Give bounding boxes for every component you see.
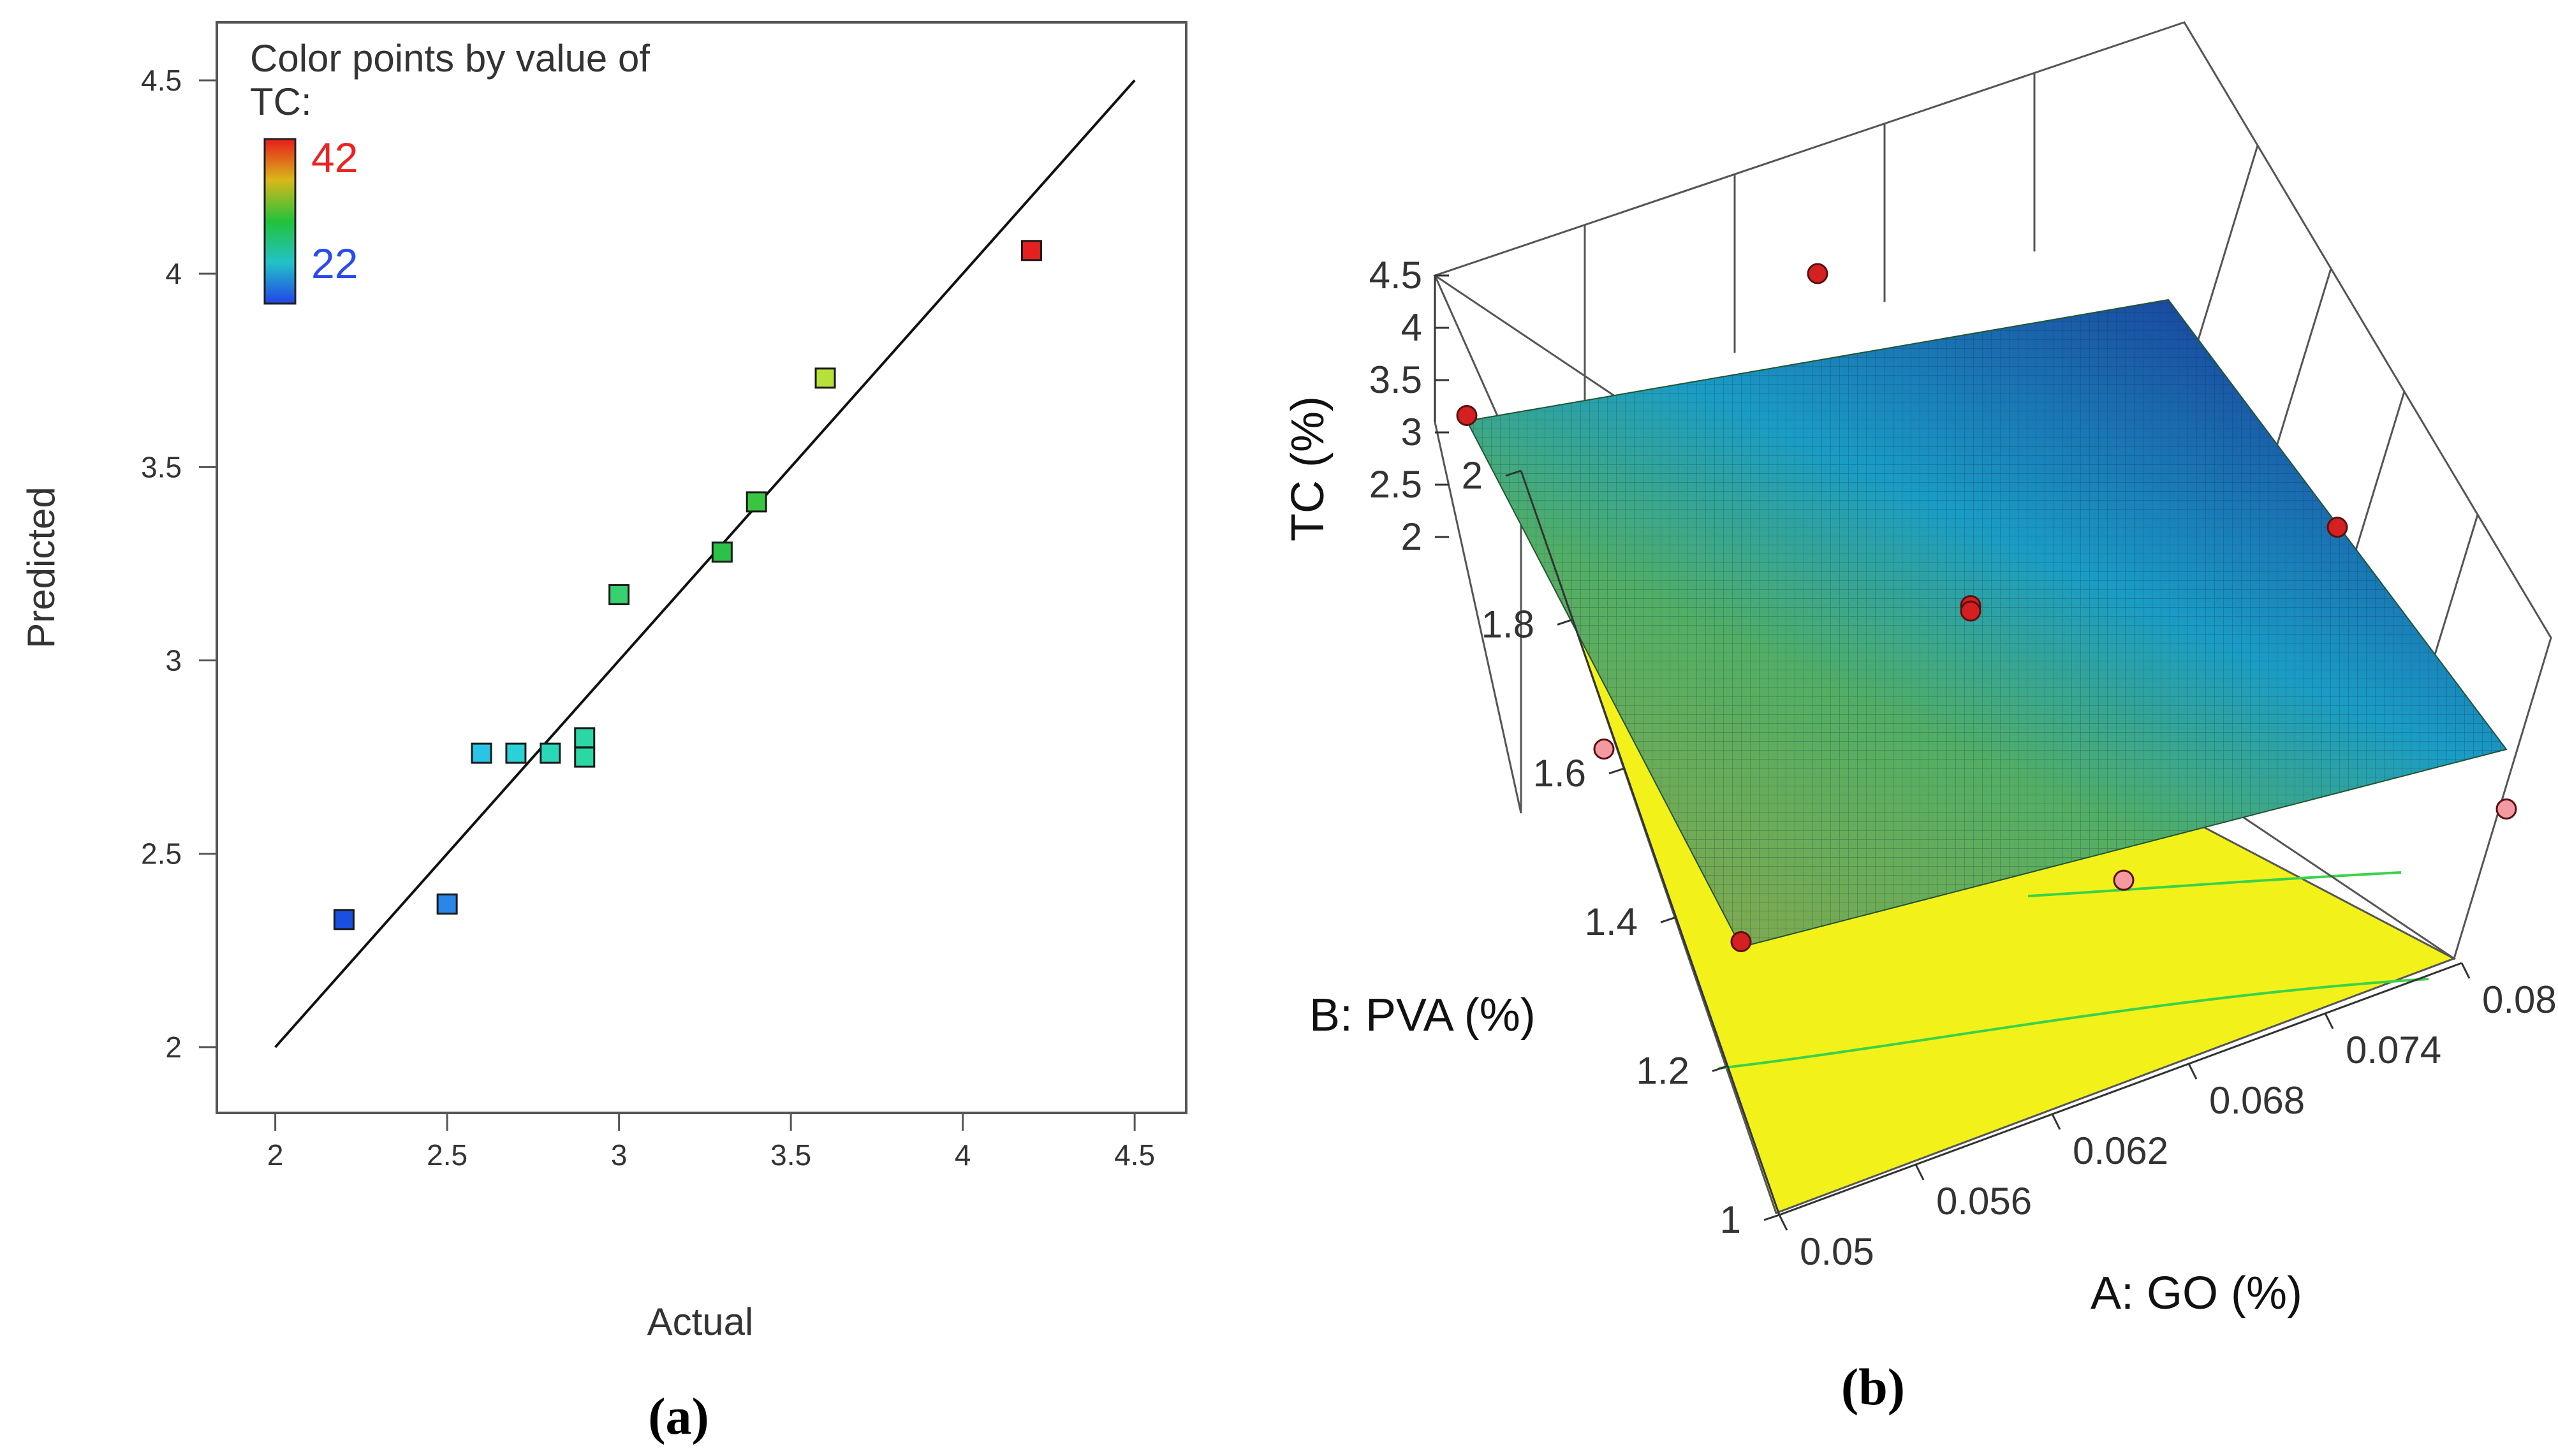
data-point: [540, 742, 561, 764]
legend-color-bar: [263, 138, 297, 305]
design-point: [1960, 600, 1981, 622]
design-point: [2496, 798, 2517, 820]
design-point: [2326, 517, 2348, 538]
data-point: [746, 491, 767, 513]
z-axis-label: TC (%): [1283, 396, 1334, 541]
back-wall-left: [1434, 275, 1522, 814]
reference-line: [274, 79, 1136, 1048]
surface-axis-ticks: 2 2.5 3 3.5 4 4.5 1 1.2 1.4 1.6 1.8 2 0.05 0.056 0.062…: [1369, 254, 2557, 1273]
data-point: [505, 742, 527, 764]
pva-tick-label: 1: [1720, 1198, 1741, 1241]
pva-tick-mark: [1660, 916, 1677, 923]
caption-b: (b): [1841, 1358, 1905, 1416]
go-axis-label: A: GO (%): [2091, 1268, 2302, 1319]
pva-axis-line: [1520, 470, 1781, 1216]
pva-axis-label: B: PVA (%): [1309, 990, 1536, 1041]
x-tick-label: 4.5: [1114, 1138, 1155, 1172]
data-point: [436, 893, 458, 915]
y-axis-label: Predicted: [20, 487, 62, 648]
x-axis-label: Actual: [647, 1300, 754, 1343]
go-tick-label: 0.074: [2346, 1029, 2441, 1071]
legend-title-line1: Color points by value of: [250, 37, 650, 80]
data-point: [1020, 240, 1042, 261]
x-tick-label: 3.5: [770, 1138, 811, 1172]
go-tick-mark: [2324, 1013, 2334, 1029]
data-point: [814, 367, 836, 389]
x-tick-label: 3: [611, 1138, 628, 1172]
panel-a-scatter: 2 2.5 3 3.5 4 4.5 2 2.5 3 3.5 4 4.5 Color points b…: [20, 21, 1187, 1445]
design-points: [1456, 263, 2517, 952]
go-tick-mark: [1778, 1214, 1788, 1231]
data-point: [711, 541, 733, 563]
x-tick-label: 4: [955, 1138, 971, 1172]
caption-a: (a): [648, 1387, 709, 1445]
pva-tick-label: 1.2: [1636, 1050, 1689, 1092]
contour-line-1: [1718, 978, 2429, 1070]
legend-title-line2: TC:: [250, 80, 312, 123]
data-point: [574, 727, 596, 749]
pva-tick-label: 1.4: [1585, 901, 1638, 943]
pva-tick-label: 1.8: [1481, 603, 1534, 645]
z-tick-label: 3.5: [1369, 358, 1422, 401]
response-surface-mesh: [1467, 300, 2506, 947]
contour-line-2: [2027, 871, 2402, 897]
y-axis-ticks: 2 2.5 3 3.5 4 4.5: [141, 64, 217, 1064]
design-point: [1593, 739, 1615, 760]
go-tick-mark: [2187, 1063, 2198, 1080]
pva-tick-mark: [1763, 1214, 1780, 1221]
design-point: [1730, 931, 1752, 952]
design-point: [1456, 405, 1478, 426]
go-tick-label: 0.05: [1800, 1230, 1874, 1273]
wall-gridline: [2186, 145, 2259, 376]
legend-max-label: 42: [311, 134, 358, 181]
pva-tick-label: 1.6: [1533, 752, 1586, 795]
z-tick-label: 4: [1401, 306, 1422, 349]
pva-tick-mark: [1608, 767, 1625, 775]
x-axis-ticks: 2 2.5 3 3.5 4 4.5: [267, 1113, 1155, 1172]
y-tick-label: 2: [165, 1031, 182, 1064]
data-point: [574, 746, 596, 768]
go-tick-mark: [2051, 1114, 2061, 1130]
pva-tick-mark: [1557, 618, 1573, 626]
go-tick-label: 0.062: [2073, 1129, 2168, 1172]
y-tick-label: 2.5: [141, 837, 182, 871]
data-point: [471, 742, 492, 764]
design-point: [1807, 263, 1828, 284]
z-tick-label: 2: [1401, 515, 1422, 558]
go-tick-label: 0.056: [1936, 1180, 2032, 1223]
z-tick-label: 3: [1401, 411, 1422, 453]
z-tick-label: 2.5: [1369, 463, 1422, 506]
go-tick-label: 0.068: [2209, 1079, 2305, 1122]
design-point: [2113, 869, 2135, 891]
pva-tick-mark: [1712, 1065, 1728, 1073]
legend-min-label: 22: [311, 240, 358, 287]
go-tick-label: 0.08: [2482, 978, 2557, 1021]
z-tick-label: 4.5: [1369, 254, 1422, 297]
data-points: [333, 240, 1042, 930]
y-tick-label: 3: [165, 644, 182, 677]
go-tick-mark: [1915, 1164, 1925, 1180]
x-tick-label: 2.5: [427, 1138, 467, 1172]
data-point: [608, 584, 630, 605]
response-surface-edge: [1466, 298, 2508, 948]
y-tick-label: 3.5: [141, 450, 182, 483]
data-point: [333, 909, 355, 930]
go-axis-line: [1779, 962, 2462, 1216]
panel-b-surface: 2 2.5 3 3.5 4 4.5 1 1.2 1.4 1.6 1.8 2 0.05 0.056 0.062…: [1283, 21, 2557, 1416]
y-tick-label: 4: [165, 257, 182, 290]
pva-tick-label: 2: [1462, 454, 1483, 497]
y-tick-label: 4.5: [141, 64, 182, 97]
x-tick-label: 2: [267, 1138, 284, 1172]
pva-tick-mark: [1505, 469, 1522, 477]
go-tick-mark: [2460, 962, 2471, 979]
